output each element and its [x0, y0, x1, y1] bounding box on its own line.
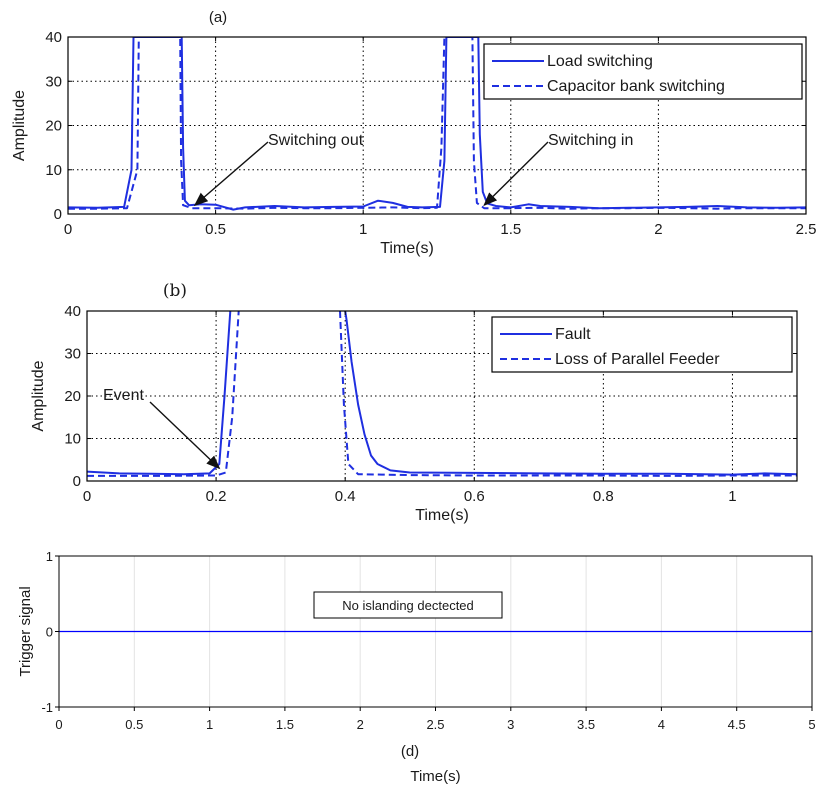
y-tick-label: -1 — [41, 700, 53, 715]
y-tick-label: 0 — [73, 473, 81, 490]
legend-label: Capacitor bank switching — [547, 78, 725, 95]
legend-label: Load switching — [547, 53, 653, 70]
x-tick-label: 3.5 — [577, 717, 595, 732]
y-tick-label: 0 — [54, 206, 62, 223]
x-tick-label: 0.5 — [205, 221, 226, 238]
text-box-frame — [313, 591, 503, 619]
x-tick-label: 2 — [654, 221, 662, 238]
y-tick-label: 0 — [46, 625, 53, 640]
x-axis-label: Time(s) — [415, 507, 469, 524]
annotation-arrow — [483, 141, 549, 207]
x-tick-label: 2.5 — [426, 717, 444, 732]
legend-label: Fault — [555, 326, 591, 343]
y-tick-label: 10 — [45, 162, 62, 179]
chart-panel-2: 0 0.5 1 1.5 2 2.5 3 3.5 4 4.5 5-101Time(s)Trigger … — [17, 549, 816, 785]
y-axis-label: Amplitude — [11, 90, 28, 161]
legend-0: Load switching Capacitor bank switching — [483, 43, 803, 100]
x-tick-label: 0.4 — [335, 488, 356, 505]
y-axis-label: Trigger signal — [17, 586, 34, 676]
x-tick-label: 4.5 — [728, 717, 746, 732]
x-tick-label: 0.2 — [206, 488, 227, 505]
x-tick-label: 1 — [206, 717, 213, 732]
y-tick-label: 40 — [64, 303, 81, 320]
y-tick-label: 30 — [45, 73, 62, 90]
text-box: No islanding dectected — [313, 591, 503, 619]
x-tick-label: 2.5 — [796, 221, 817, 238]
x-tick-label: 3 — [507, 717, 514, 732]
x-tick-label: 0.6 — [464, 488, 485, 505]
panel-title-a: (a) — [209, 9, 227, 26]
x-tick-label: 1 — [728, 488, 736, 505]
y-tick-label: 30 — [64, 346, 81, 363]
legend-box — [491, 316, 793, 373]
x-tick-label: 2 — [357, 717, 364, 732]
series-line-loss-of-parallel-feeder — [87, 311, 797, 477]
series-line-fault — [87, 311, 797, 476]
y-tick-label: 20 — [45, 118, 62, 135]
x-axis-label: Time(s) — [410, 768, 460, 785]
legend-label: Loss of Parallel Feeder — [555, 351, 720, 368]
x-tick-label: 0.5 — [125, 717, 143, 732]
x-tick-label: 0 — [64, 221, 72, 238]
x-tick-label: 5 — [808, 717, 815, 732]
annotation-text: Event — [103, 387, 144, 404]
panel-caption-d: (d) — [401, 743, 419, 760]
x-tick-label: 1 — [359, 221, 367, 238]
annotation-text: Switching in — [548, 132, 633, 149]
x-tick-label: 1.5 — [276, 717, 294, 732]
x-tick-label: 0 — [55, 717, 62, 732]
series-line-capacitor-bank-switching — [68, 37, 806, 210]
text-box-label: No islanding dectected — [342, 598, 474, 613]
x-tick-label: 1.5 — [500, 221, 521, 238]
x-tick-label: 4 — [658, 717, 665, 732]
annotation-arrow — [193, 141, 269, 207]
panel-title-b: (b) — [163, 281, 187, 301]
chart-panel-0: 0 0.5 1 1.5 2 2.5 0 10 20 30 40 Time(s) Amplitude — [11, 29, 816, 257]
y-axis-label: Amplitude — [30, 360, 47, 431]
x-tick-label: 0.8 — [593, 488, 614, 505]
annotation-text: Switching out — [268, 132, 364, 149]
legend-box — [483, 43, 803, 100]
y-tick-label: 40 — [45, 29, 62, 46]
y-tick-label: 1 — [46, 549, 53, 564]
legend-1: Fault Loss of Parallel Feeder — [491, 316, 793, 373]
y-tick-label: 10 — [64, 431, 81, 448]
series-line-load-switching — [68, 37, 806, 211]
annotation-arrow — [149, 401, 221, 470]
x-tick-label: 0 — [83, 488, 91, 505]
y-tick-label: 20 — [64, 388, 81, 405]
x-axis-label: Time(s) — [380, 240, 434, 257]
